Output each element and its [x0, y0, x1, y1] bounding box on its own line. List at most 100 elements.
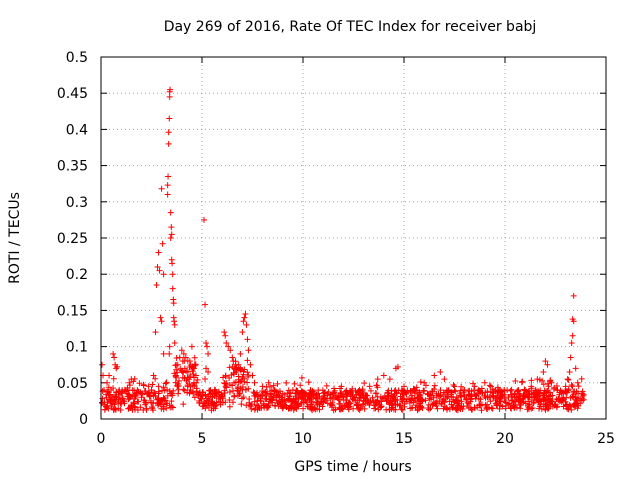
- data-point: [388, 400, 395, 407]
- data-point: [536, 389, 543, 396]
- data-point: [183, 378, 190, 385]
- data-point: [201, 216, 208, 223]
- data-point: [528, 377, 535, 384]
- data-point: [250, 389, 257, 396]
- data-point: [169, 271, 176, 278]
- data-point: [165, 140, 172, 147]
- data-point: [323, 382, 330, 389]
- data-point: [550, 385, 557, 392]
- chart-title: Day 269 of 2016, Rate Of TEC Index for r…: [164, 19, 537, 35]
- data-point: [459, 387, 466, 394]
- data-point: [578, 397, 585, 404]
- data-point: [99, 400, 106, 407]
- data-point: [237, 367, 244, 374]
- data-point: [132, 393, 139, 400]
- data-point: [125, 405, 132, 412]
- data-point: [255, 403, 262, 410]
- data-point: [545, 405, 552, 412]
- data-point: [478, 407, 485, 414]
- data-point: [519, 395, 526, 402]
- data-point: [427, 391, 434, 398]
- data-point: [230, 387, 237, 394]
- data-point: [540, 368, 547, 375]
- data-point: [167, 209, 174, 216]
- data-point: [557, 396, 564, 403]
- data-point: [179, 368, 186, 375]
- data-point: [139, 390, 146, 397]
- data-point: [257, 397, 264, 404]
- data-point: [361, 380, 368, 387]
- data-point: [160, 350, 167, 357]
- data-point: [229, 354, 236, 361]
- data-point: [158, 185, 165, 192]
- data-point: [207, 387, 214, 394]
- data-point: [166, 93, 173, 100]
- data-point: [411, 386, 418, 393]
- data-point: [180, 386, 187, 393]
- data-point: [111, 399, 118, 406]
- data-point: [493, 401, 500, 408]
- data-point: [293, 387, 300, 394]
- data-point: [174, 369, 181, 376]
- data-point: [262, 388, 269, 395]
- data-point: [168, 403, 175, 410]
- data-point: [205, 350, 212, 357]
- data-point: [238, 401, 245, 408]
- data-point: [165, 173, 172, 180]
- data-point: [113, 365, 120, 372]
- data-point: [315, 390, 322, 397]
- data-point: [475, 395, 482, 402]
- data-point: [132, 406, 139, 413]
- data-point: [566, 402, 573, 408]
- data-point: [186, 374, 193, 381]
- data-point: [113, 389, 120, 396]
- data-point: [444, 389, 451, 396]
- data-point: [153, 282, 160, 289]
- data-point: [508, 386, 515, 393]
- data-point: [164, 386, 171, 393]
- data-point: [380, 372, 387, 379]
- data-point: [267, 390, 274, 397]
- data-point: [569, 332, 576, 339]
- data-point: [169, 404, 176, 411]
- data-point: [505, 394, 512, 401]
- data-point: [181, 357, 188, 364]
- data-point: [464, 399, 471, 406]
- data-point: [165, 129, 172, 136]
- data-point: [229, 399, 236, 406]
- data-point: [520, 398, 527, 405]
- data-point: [244, 357, 251, 364]
- data-point: [422, 397, 429, 404]
- x-tick-label: 15: [395, 431, 413, 447]
- data-point: [360, 389, 367, 396]
- data-point: [481, 379, 488, 386]
- data-point: [299, 396, 306, 403]
- data-point: [284, 390, 291, 397]
- data-point: [172, 373, 179, 380]
- data-point: [468, 395, 475, 402]
- data-point: [524, 406, 531, 413]
- data-point: [574, 379, 581, 386]
- data-point: [121, 386, 128, 393]
- data-point: [196, 398, 203, 405]
- data-point: [227, 347, 234, 354]
- data-point: [226, 396, 233, 403]
- data-point: [401, 383, 407, 390]
- data-point: [110, 375, 117, 382]
- data-point: [389, 397, 396, 404]
- data-point: [465, 404, 472, 411]
- data-point: [452, 405, 459, 412]
- data-point: [222, 383, 229, 390]
- data-point: [427, 405, 434, 412]
- data-point: [541, 387, 548, 394]
- data-point: [222, 373, 229, 380]
- data-point: [374, 393, 381, 400]
- data-point: [497, 389, 504, 396]
- data-point: [431, 382, 438, 389]
- data-point: [279, 404, 286, 411]
- data-point: [492, 388, 499, 395]
- data-point: [307, 403, 314, 410]
- data-point: [426, 406, 433, 413]
- data-point: [164, 191, 171, 198]
- data-point: [337, 391, 344, 398]
